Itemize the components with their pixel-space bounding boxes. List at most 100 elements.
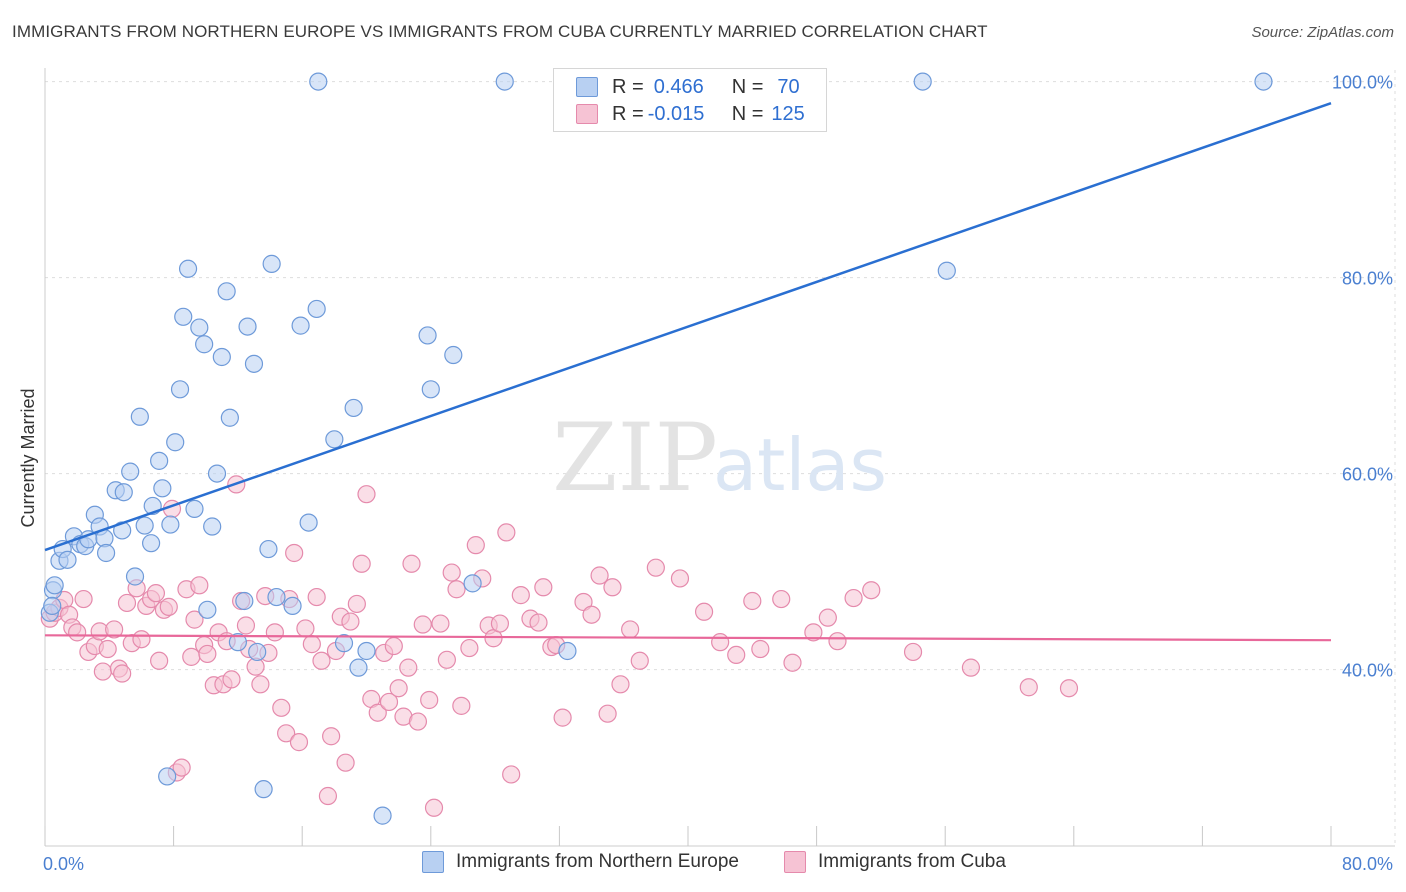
point-cuba [150,651,169,670]
point-cuba [399,658,418,677]
legend-swatch-pink [576,104,598,124]
point-northern-europe [130,407,149,426]
legend-swatch-blue [576,77,598,97]
point-cuba [172,758,191,777]
point-cuba [783,653,802,672]
point-northern-europe [166,433,185,452]
point-cuba [772,589,791,609]
point-northern-europe [207,464,227,483]
legend-n-label: N = [731,102,764,125]
point-cuba [466,536,485,555]
point-cuba [553,708,572,727]
point-northern-europe [444,345,463,365]
point-cuba [442,563,461,582]
point-cuba [285,543,304,563]
legend-n-label: N = [731,75,764,98]
point-cuba [105,620,124,639]
point-northern-europe [190,318,209,337]
point-cuba [98,639,117,659]
point-cuba [460,638,479,658]
y-axis-label: Currently Married [18,388,38,527]
bottom-legend: Immigrants from Northern Europe Immigran… [0,851,1406,877]
point-cuba [437,650,456,669]
point-cuba [603,578,622,597]
point-cuba [598,704,617,723]
point-northern-europe [262,254,281,273]
point-northern-europe [121,462,140,481]
point-cuba [630,651,649,670]
point-cuba [844,588,863,608]
point-cuba [862,581,881,600]
chart-title: IMMIGRANTS FROM NORTHERN EUROPE VS IMMIG… [12,22,988,41]
point-northern-europe [203,517,222,536]
point-northern-europe [212,347,231,367]
point-cuba [621,620,640,639]
point-northern-europe [1254,72,1273,91]
point-northern-europe [43,596,62,616]
trend-lines [44,101,1332,642]
point-cuba [318,786,338,806]
bottom-legend-label: Immigrants from Cuba [818,851,1006,872]
point-cuba [511,586,530,605]
point-northern-europe [248,642,267,662]
bottom-legend-swatch-pink [784,851,806,873]
point-northern-europe [158,767,177,786]
point-cuba [277,724,296,743]
point-cuba [424,798,444,817]
legend-n-value: 70 [777,75,800,98]
point-cuba [222,670,241,689]
trend-line-northern-europe [44,101,1332,552]
point-cuba [117,593,137,613]
point-cuba [1059,679,1079,698]
point-cuba [413,615,432,634]
point-northern-europe [150,451,169,470]
point-cuba [452,696,471,715]
point-northern-europe [235,591,254,611]
watermark: ZIP atlas [552,404,887,513]
point-cuba [611,675,630,694]
point-cuba [146,584,166,603]
point-northern-europe [259,539,278,559]
point-cuba [818,608,837,627]
series-cuba [40,475,1079,817]
point-cuba [302,635,321,654]
point-cuba [322,727,341,746]
bottom-legend-swatch-blue [422,851,444,873]
point-northern-europe [125,567,145,586]
point-northern-europe [283,596,302,616]
point-cuba [497,523,516,542]
point-northern-europe [198,600,217,619]
tick-labels: 40.0% 60.0% 80.0% 100.0% 0.0% 80.0% [43,73,1393,874]
point-northern-europe [307,299,326,319]
bottom-legend-label: Immigrants from Northern Europe [456,851,739,872]
y-tick-label: 80.0% [1342,269,1393,289]
stats-legend: R = 0.466 N = 70 R = -0.015 N = 125 [553,68,827,132]
point-cuba [68,623,87,642]
point-northern-europe [96,543,116,563]
point-cuba [251,675,270,694]
point-northern-europe [418,326,437,345]
point-cuba [336,753,355,772]
point-cuba [590,566,609,585]
point-northern-europe [220,408,239,427]
point-northern-europe [344,398,363,418]
y-tick-label: 100.0% [1332,73,1393,93]
point-northern-europe [153,479,172,498]
point-cuba [132,630,151,649]
point-cuba [751,639,770,659]
point-northern-europe [421,380,440,399]
point-cuba [185,610,204,629]
series-northern-europe [40,72,1273,825]
point-cuba [190,576,209,595]
point-cuba [961,658,981,677]
point-cuba [113,664,132,683]
point-cuba [529,613,548,632]
point-northern-europe [334,634,354,653]
point-northern-europe [291,316,310,335]
point-northern-europe [238,317,257,336]
point-cuba [198,644,217,664]
point-northern-europe [170,380,190,399]
point-northern-europe [161,515,180,534]
bottom-legend-northern-europe: Immigrants from Northern Europe [422,851,739,873]
point-cuba [1019,678,1038,697]
